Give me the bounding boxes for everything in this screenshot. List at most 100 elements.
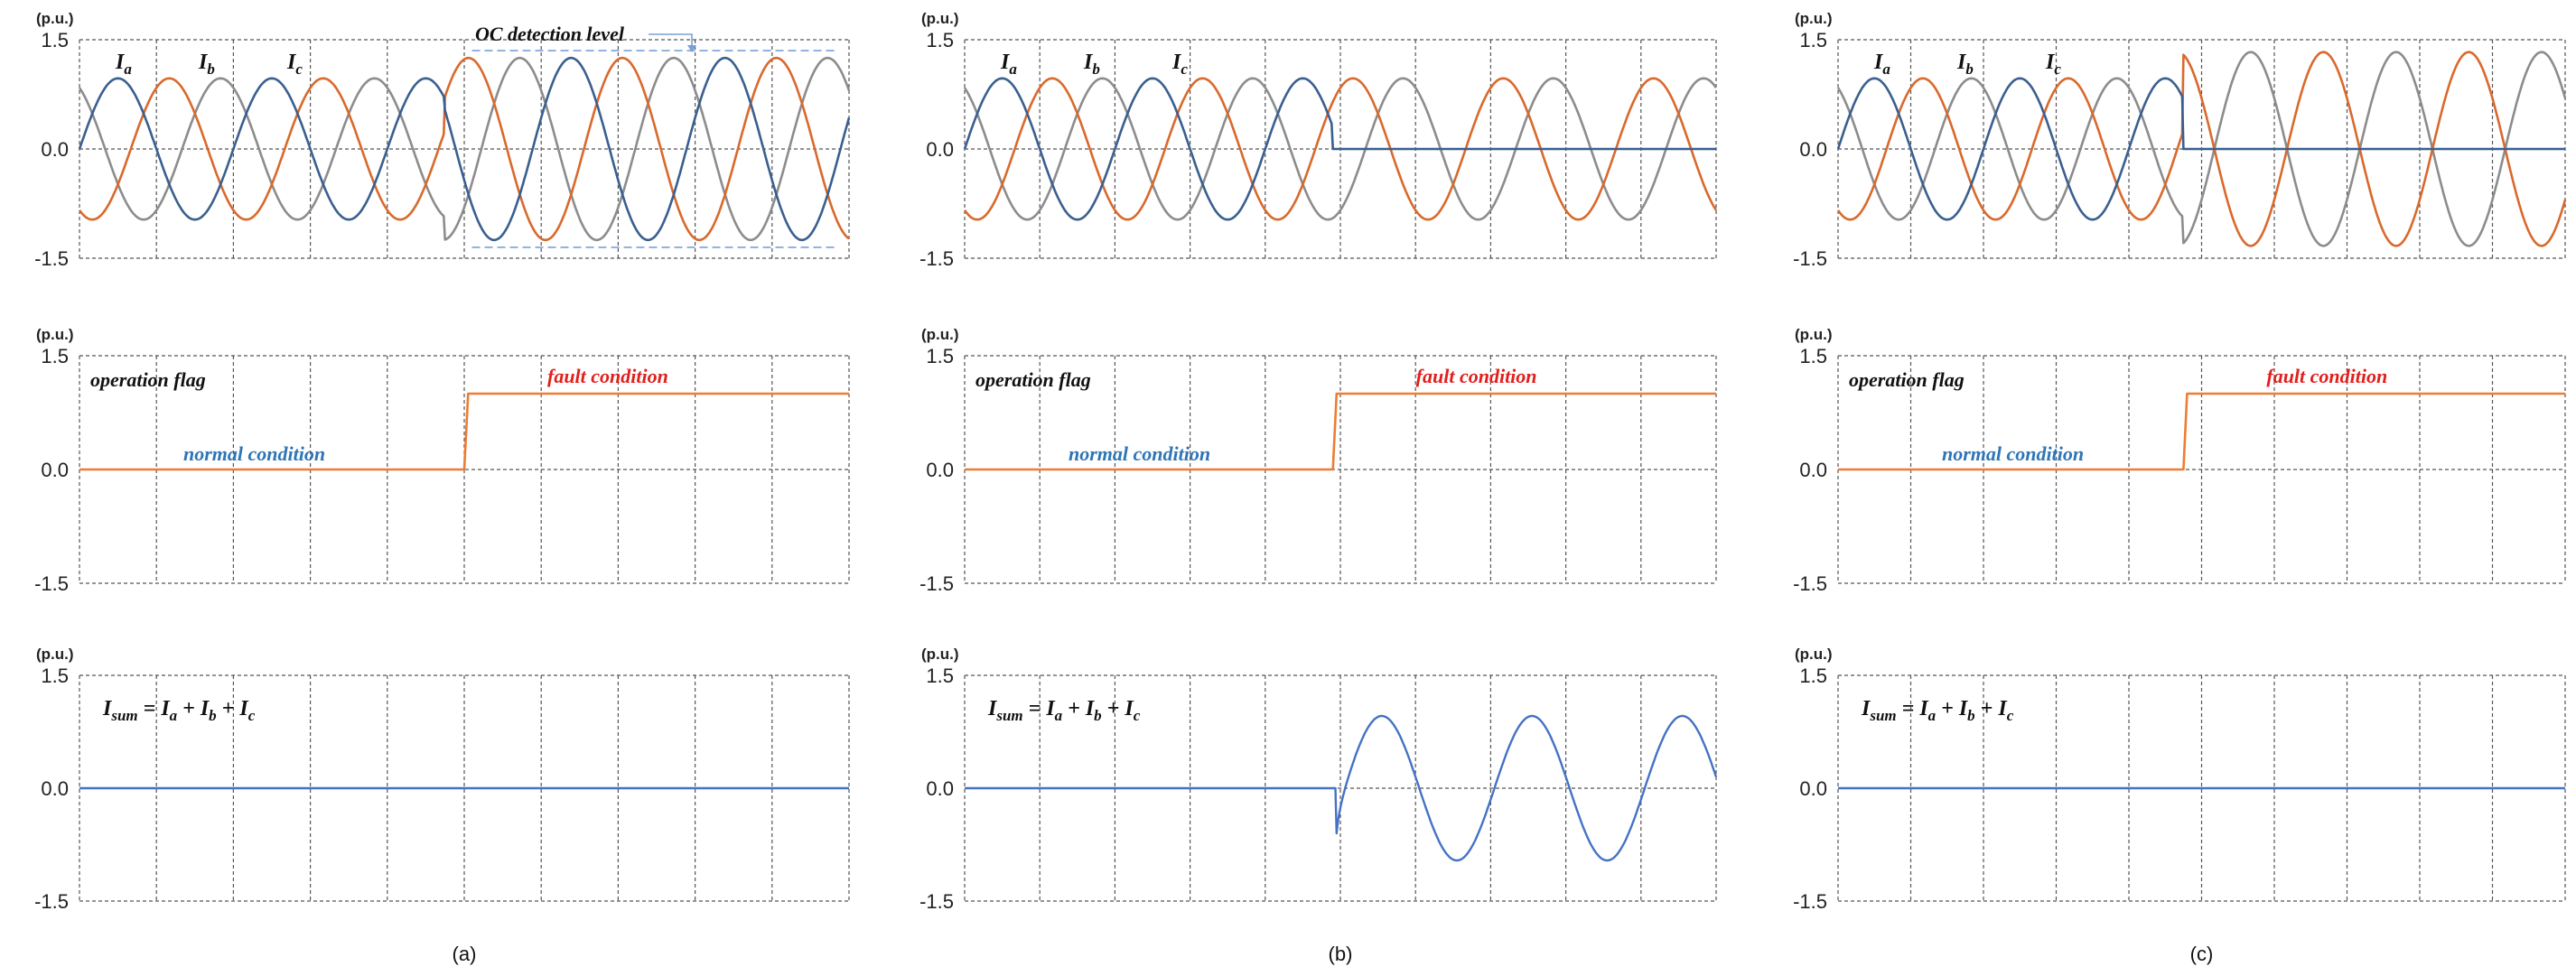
y-tick-label: 1.5 [41,345,69,367]
phase-label-symbol: I [115,51,126,74]
y-tick-label: -1.5 [919,890,954,913]
y-tick-label: 1.5 [1799,345,1827,367]
oc-level-arrowhead [687,45,696,52]
operation-flag-line [1838,392,2565,471]
phase-label-subscript: c [295,60,303,78]
eq-i-b: + I [177,697,210,720]
eq-sub-b: b [1967,707,1975,724]
unit-label: (p.u.) [36,326,74,343]
phase-label-a: Ia [115,51,132,78]
y-tick-label: 1.5 [41,665,69,687]
y-tick-label: 1.5 [1799,29,1827,51]
y-tick-label: 1.5 [41,29,69,51]
y-tick-label: 0.0 [41,459,69,481]
eq-sub-c: c [1134,707,1141,724]
eq-sub-a: a [1928,707,1937,724]
panel-caption: (b) [1329,943,1353,965]
phase-label-subscript: b [207,60,215,78]
phase-label-subscript: c [1181,60,1188,78]
y-tick-label: -1.5 [1793,572,1827,595]
phase-label-symbol: I [286,51,297,74]
phase-label-a: Ia [1873,51,1890,78]
y-tick-label: 0.0 [926,777,954,800]
oc-level-arrow [649,33,693,47]
operation-flag-label: operation flag [90,368,206,391]
isum-equation: Isum = Ia + Ib + Ic [102,697,256,724]
fault-condition-label: fault condition [2266,365,2387,387]
series-ia-line [1836,77,2565,221]
eq-sub-c: c [248,707,256,724]
series-ib-line [78,56,850,242]
eq-i-a: = I [1023,697,1057,720]
panel-caption: (c) [2190,943,2214,965]
operation-flag-label: operation flag [1849,368,1965,391]
phase-label-b: Ib [1083,51,1100,78]
normal-condition-label: normal condition [183,442,325,465]
unit-label: (p.u.) [921,326,959,343]
phase-label-a: Ia [1000,51,1017,78]
eq-sub-a: a [1055,707,1063,724]
phase-label-symbol: I [198,51,209,74]
y-tick-label: 1.5 [926,29,954,51]
fault-condition-label: fault condition [1416,365,1537,387]
eq-sub-a: a [170,707,178,724]
isum-line [965,714,1718,862]
phase-label-symbol: I [1000,51,1011,74]
grid [79,39,850,259]
unit-label: (p.u.) [1795,10,1833,27]
y-tick-label: 0.0 [1799,459,1827,481]
phase-label-subscript: b [1092,60,1100,78]
phase-label-b: Ib [1956,51,1974,78]
grid [964,674,1717,902]
phase-label-c: Ic [2045,51,2061,78]
eq-i-a: = I [1897,697,1930,720]
unit-label: (p.u.) [1795,326,1833,343]
eq-i-sum: I [1861,697,1871,720]
phase-label-symbol: I [1083,51,1094,74]
normal-condition-label: normal condition [1069,442,1210,465]
y-tick-label: -1.5 [34,572,69,595]
normal-condition-label: normal condition [1942,442,2084,465]
operation-flag-line [965,392,1716,471]
isum-equation: Isum = Ia + Ib + Ic [1861,697,2014,724]
unit-label: (p.u.) [1795,646,1833,663]
unit-label: (p.u.) [921,10,959,27]
eq-i-sum: I [987,697,998,720]
y-tick-label: 0.0 [926,459,954,481]
eq-sub-sum: sum [995,707,1022,724]
y-tick-label: -1.5 [1793,247,1827,270]
phase-label-subscript: a [1009,60,1017,78]
phase-label-symbol: I [1956,51,1967,74]
y-tick-label: 1.5 [926,345,954,367]
y-tick-label: 1.5 [926,665,954,687]
oc-level-label: OC detection level [475,23,625,45]
y-tick-label: 0.0 [41,138,69,161]
series-ic-line [1836,51,2567,247]
isum-equation: Isum = Ia + Ib + Ic [987,697,1141,724]
unit-label: (p.u.) [36,646,74,663]
series-ib-line [963,77,1718,221]
eq-sub-c: c [2007,707,2014,724]
eq-i-c: + I [1975,697,2009,720]
eq-i-b: + I [1062,697,1096,720]
phase-label-symbol: I [1873,51,1884,74]
phase-label-subscript: a [124,60,132,78]
eq-i-c: + I [217,697,250,720]
y-tick-label: 1.5 [1799,665,1827,687]
phase-label-c: Ic [286,51,303,78]
unit-label: (p.u.) [36,10,74,27]
phase-label-subscript: a [1882,60,1890,78]
y-tick-label: -1.5 [1793,890,1827,913]
eq-sub-sum: sum [1869,707,1896,724]
y-tick-label: -1.5 [919,247,954,270]
eq-sub-b: b [1094,707,1102,724]
unit-label: (p.u.) [921,646,959,663]
series-ia-line [78,56,851,242]
y-tick-label: 0.0 [41,777,69,800]
operation-flag-line [79,392,849,471]
y-tick-label: -1.5 [34,890,69,913]
panel-caption: (a) [453,943,477,965]
phase-label-symbol: I [2045,51,2056,74]
eq-sub-b: b [209,707,217,724]
